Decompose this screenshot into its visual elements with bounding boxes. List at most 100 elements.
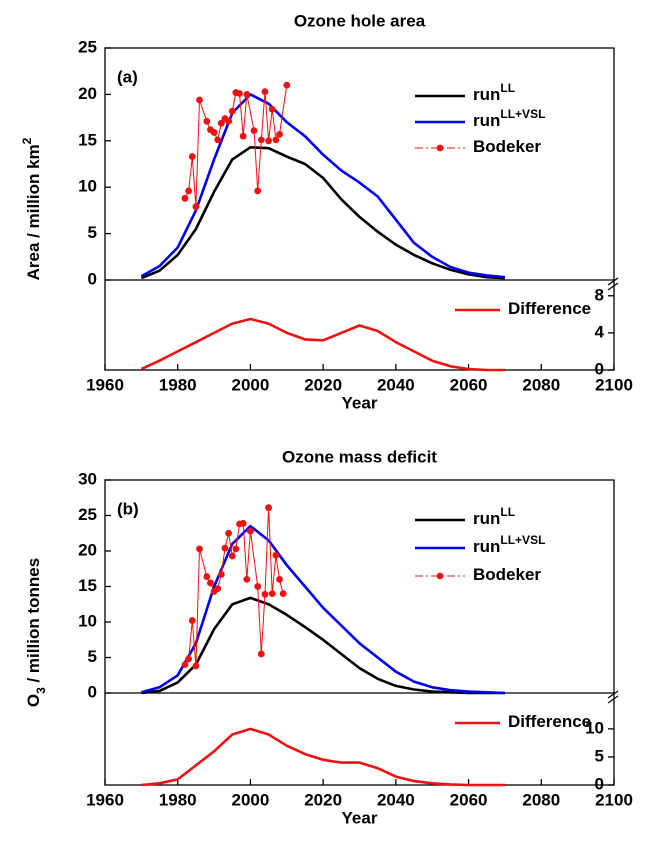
data-point <box>188 617 196 624</box>
panel-label: (a) <box>117 67 138 86</box>
x-tick-label: 2100 <box>595 790 633 809</box>
y-tick-label: 0 <box>88 682 97 701</box>
series-line <box>140 93 506 279</box>
data-point <box>181 661 189 668</box>
x-tick-label: 2020 <box>304 375 342 394</box>
data-point <box>181 194 189 202</box>
chart-title: Ozone mass deficit <box>282 447 437 466</box>
y-tick-label: 20 <box>78 540 97 559</box>
data-point <box>228 107 236 115</box>
x-tick-label: 2080 <box>522 375 560 394</box>
series-line <box>141 727 505 787</box>
data-point <box>265 504 273 512</box>
legend-name: run <box>473 509 500 528</box>
data-point <box>257 650 265 658</box>
y-axis-label-part: 3 <box>34 687 48 694</box>
x-tick-label: 2060 <box>450 375 488 394</box>
x-axis-label: Year <box>342 808 378 827</box>
y-axis-label-part: 2 <box>20 137 34 144</box>
data-point <box>276 130 283 138</box>
y2-tick-label: 0 <box>595 359 604 378</box>
legend-label: Difference <box>508 712 591 731</box>
legend-label: Difference <box>508 299 591 318</box>
axis-break <box>607 690 619 704</box>
y-tick-label: 30 <box>78 469 97 488</box>
y-axis-label: O3 / million tonnes <box>24 558 48 707</box>
axis-break <box>607 277 619 291</box>
y-tick-label: 15 <box>78 576 97 595</box>
y-axis-label-part: O <box>24 694 43 707</box>
x-tick-label: 1980 <box>159 375 197 394</box>
plot-frame <box>104 47 615 371</box>
data-point <box>250 127 258 134</box>
chart-title: Ozone hole area <box>294 11 426 30</box>
legend-label: Bodeker <box>473 565 541 584</box>
x-tick-label: 2080 <box>522 790 560 809</box>
data-point <box>192 662 200 670</box>
legend-superscript: LL+VSL <box>500 107 545 121</box>
panel-label: (b) <box>117 499 139 518</box>
data-point <box>283 81 291 89</box>
data-point <box>196 545 203 553</box>
legend-name: Difference <box>508 712 591 731</box>
legend-marker <box>436 572 444 580</box>
series-line <box>184 507 284 667</box>
legend-name: Bodeker <box>473 565 541 584</box>
data-point <box>232 545 240 553</box>
y-tick-label: 0 <box>88 269 97 288</box>
data-point <box>217 119 225 127</box>
legend-name: run <box>473 85 500 104</box>
data-point <box>221 544 229 552</box>
data-point <box>188 153 196 160</box>
legend-label: runLL <box>473 505 515 528</box>
legend-name: Bodeker <box>473 137 541 156</box>
data-point <box>268 590 276 597</box>
x-tick-label: 1960 <box>86 790 124 809</box>
x-tick-label: 2100 <box>595 375 633 394</box>
y-tick-label: 10 <box>78 177 97 196</box>
data-point <box>279 590 287 597</box>
data-point <box>272 551 280 559</box>
x-tick-label: 1980 <box>159 790 197 809</box>
data-point <box>185 187 193 195</box>
legend-superscript: LL+VSL <box>500 533 545 547</box>
x-tick-label: 2060 <box>450 790 488 809</box>
data-point <box>272 136 280 144</box>
data-point <box>276 576 283 583</box>
data-point <box>236 90 243 97</box>
data-point <box>196 96 203 104</box>
x-tick-label: 2000 <box>232 375 270 394</box>
y-tick-label: 5 <box>88 647 97 666</box>
y-tick-label: 5 <box>88 223 97 242</box>
legend-name: Difference <box>508 299 591 318</box>
x-tick-label: 2040 <box>377 790 415 809</box>
y-tick-label: 25 <box>78 37 97 56</box>
data-point <box>265 137 273 145</box>
y-tick-label: 25 <box>78 505 97 524</box>
data-point <box>192 203 200 211</box>
plot-frame <box>104 479 615 786</box>
data-point <box>243 91 251 98</box>
y-tick-label: 20 <box>78 84 97 103</box>
x-tick-label: 2040 <box>377 375 415 394</box>
data-point <box>261 590 269 598</box>
data-point <box>247 527 254 535</box>
legend-name: run <box>473 537 500 556</box>
data-point <box>203 573 211 580</box>
data-point <box>203 117 211 125</box>
x-axis-label: Year <box>342 393 378 412</box>
series-line <box>140 146 505 280</box>
y2-tick-label: 8 <box>595 285 604 304</box>
x-tick-label: 1960 <box>86 375 124 394</box>
y-axis-label: Area / million km2 <box>20 137 43 280</box>
data-point <box>185 655 193 663</box>
legend-label: runLL+VSL <box>473 533 545 556</box>
y2-tick-label: 0 <box>595 774 604 793</box>
y2-tick-label: 4 <box>595 322 605 341</box>
data-point <box>217 571 225 578</box>
data-point <box>254 583 262 590</box>
x-tick-label: 2000 <box>232 790 270 809</box>
y-tick-label: 15 <box>78 130 97 149</box>
legend-label: runLL+VSL <box>473 107 545 130</box>
